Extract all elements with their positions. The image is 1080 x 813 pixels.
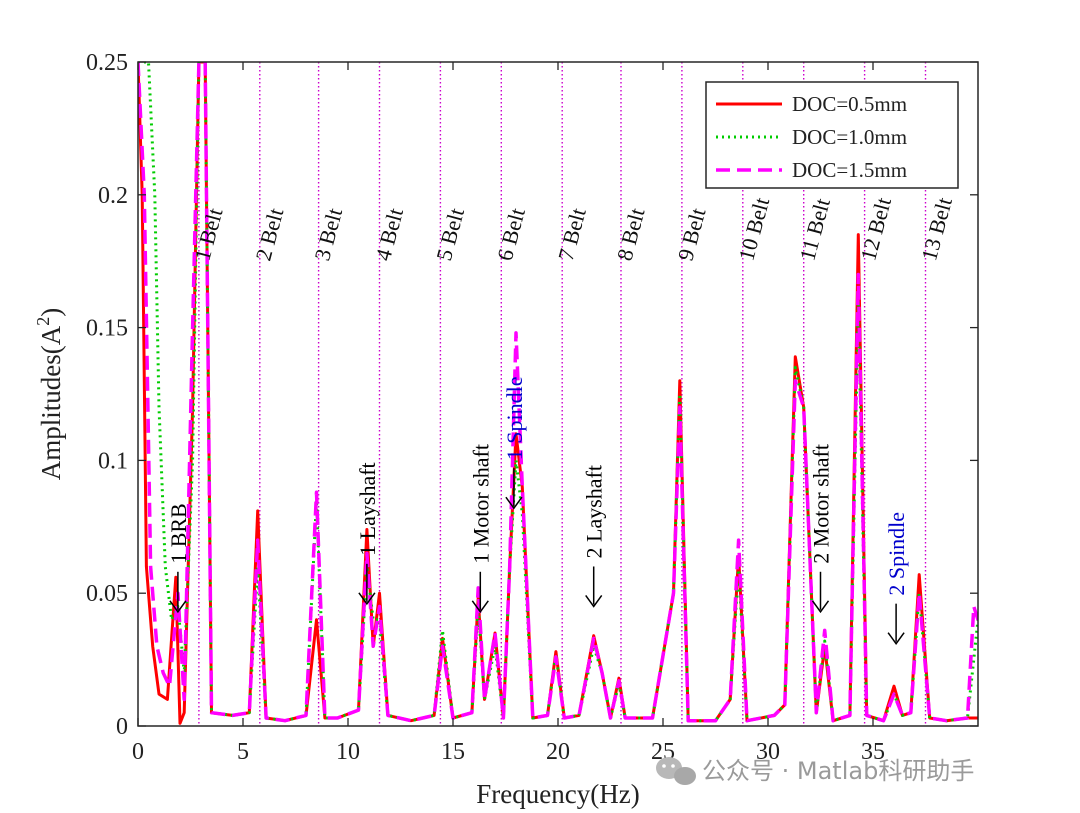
annotation-arrowhead bbox=[505, 496, 523, 510]
y-tick-label: 0.2 bbox=[98, 183, 128, 209]
annotation-arrowhead bbox=[811, 600, 830, 614]
x-axis: 0 5 10 15 20 25 30 35 bbox=[132, 62, 885, 765]
y-axis-title: Amplitudes(A2) bbox=[33, 308, 66, 481]
annotation-arrowhead bbox=[887, 632, 905, 645]
annotation-label: 2 Layshaft bbox=[582, 465, 607, 558]
annotation: 2 Layshaft bbox=[582, 465, 607, 608]
wechat-icon bbox=[656, 757, 696, 785]
annotation: 1 Spindle bbox=[502, 376, 527, 510]
y-tick-label: 0.25 bbox=[86, 50, 128, 76]
x-tick-label: 15 bbox=[441, 739, 465, 765]
annotation-label: 1 Spindle bbox=[502, 376, 527, 460]
annotations: 1 BRB 1 Layshaft 1 Motor shaft 1 Spindle 2 L… bbox=[166, 376, 909, 645]
x-tick-label: 5 bbox=[237, 739, 249, 765]
y-tick-label: 0.1 bbox=[98, 448, 128, 474]
watermark-text: 公众号 · Matlab科研助手 bbox=[702, 757, 974, 785]
x-tick-label: 10 bbox=[336, 739, 360, 765]
watermark: 公众号 · Matlab科研助手 bbox=[656, 757, 974, 785]
annotation: 2 Spindle bbox=[884, 512, 909, 645]
annotation-label: 1 Motor shaft bbox=[468, 444, 493, 564]
annotation-label: 2 Spindle bbox=[884, 512, 909, 596]
annotation-arrowhead bbox=[169, 600, 187, 614]
vertical-lines bbox=[198, 62, 927, 726]
x-tick-label: 30 bbox=[756, 739, 780, 765]
y-tick-label: 0.15 bbox=[86, 316, 128, 342]
series-group bbox=[138, 62, 978, 725]
annotation-arrowhead bbox=[358, 592, 376, 606]
y-tick-label: 0.05 bbox=[86, 581, 128, 607]
legend-label: DOC=1.0mm bbox=[792, 125, 907, 149]
legend-label: DOC=1.5mm bbox=[792, 158, 907, 182]
annotation-arrowhead bbox=[471, 600, 489, 614]
annotation-arrowhead bbox=[585, 595, 603, 608]
annotation: 1 Layshaft bbox=[355, 462, 380, 606]
y-axis: 0 0.05 0.1 0.15 0.2 0.25 bbox=[86, 50, 978, 740]
legend: DOC=0.5mm DOC=1.0mm DOC=1.5mm bbox=[705, 81, 959, 189]
annotation: 1 BRB bbox=[166, 503, 191, 614]
x-tick-label: 0 bbox=[132, 739, 144, 765]
x-tick-label: 35 bbox=[861, 739, 885, 765]
annotation-label: 1 BRB bbox=[166, 503, 191, 564]
x-axis-title: Frequency(Hz) bbox=[476, 779, 639, 809]
y-tick-label: 0 bbox=[116, 714, 128, 740]
annotation: 1 Motor shaft bbox=[468, 444, 493, 614]
legend-label: DOC=0.5mm bbox=[792, 92, 907, 116]
series-line bbox=[138, 62, 978, 723]
annotation: 2 Motor shaft bbox=[809, 444, 834, 614]
annotation-label: 2 Motor shaft bbox=[809, 444, 834, 564]
x-tick-label: 20 bbox=[546, 739, 570, 765]
annotation-label: 1 Layshaft bbox=[355, 462, 380, 555]
